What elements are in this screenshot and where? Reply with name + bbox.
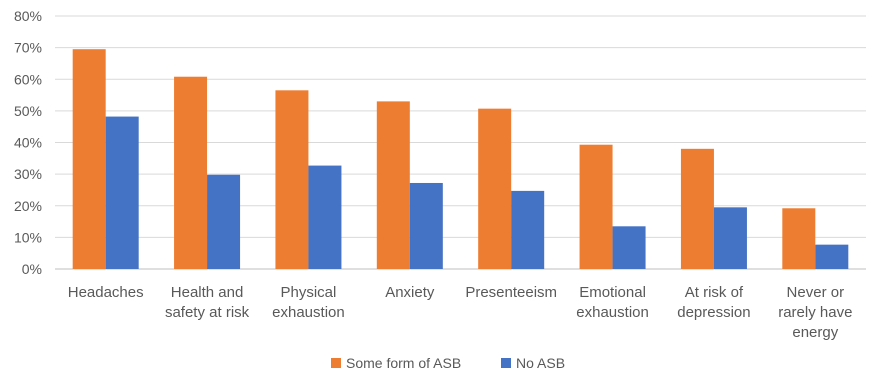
bar-no-asb [207,174,241,269]
y-axis-tick-labels: 0% 10% 20% 30% 40% 50% 60% 70% 80% [14,8,42,277]
legend: Some form of ASB No ASB [331,355,565,371]
bar-some-form-of-asb [782,208,816,269]
x-category-label: Emotional exhaustion [576,284,649,321]
x-category-label: Physical exhaustion [272,284,345,321]
bar-some-form-of-asb [376,101,410,269]
x-category-label: Never or rarely have energy [778,284,852,341]
x-axis-category-labels: Headaches Health and safety at risk Physica… [68,284,853,341]
bar-some-form-of-asb [478,108,512,269]
x-category-label: Headaches [68,284,144,301]
x-category-label: Anxiety [385,284,435,301]
bar-no-asb [612,226,646,269]
y-tick-label: 70% [14,40,42,56]
y-tick-label: 10% [14,229,42,245]
bar-some-form-of-asb [275,90,309,269]
bar-some-form-of-asb [579,144,613,269]
legend-swatch [501,358,511,368]
y-tick-label: 80% [14,8,42,24]
y-tick-label: 30% [14,166,42,182]
y-tick-label: 20% [14,198,42,214]
x-category-label: Health and safety at risk [165,284,250,321]
bar-no-asb [713,207,747,269]
x-category-label: Presenteeism [465,284,557,301]
bars [72,49,849,269]
bar-no-asb [409,182,443,269]
x-category-label: At risk of depression [677,284,750,321]
y-tick-label: 40% [14,135,42,151]
y-tick-label: 60% [14,71,42,87]
y-tick-label: 0% [22,261,42,277]
bar-some-form-of-asb [174,76,208,269]
bar-no-asb [105,116,139,269]
bar-some-form-of-asb [72,49,106,269]
legend-swatch [331,358,341,368]
legend-entry: Some form of ASB [346,355,461,371]
bar-no-asb [511,190,545,269]
y-tick-label: 50% [14,103,42,119]
bar-no-asb [308,165,342,269]
legend-entry: No ASB [516,355,565,371]
bar-some-form-of-asb [680,148,714,269]
bar-no-asb [815,244,849,269]
